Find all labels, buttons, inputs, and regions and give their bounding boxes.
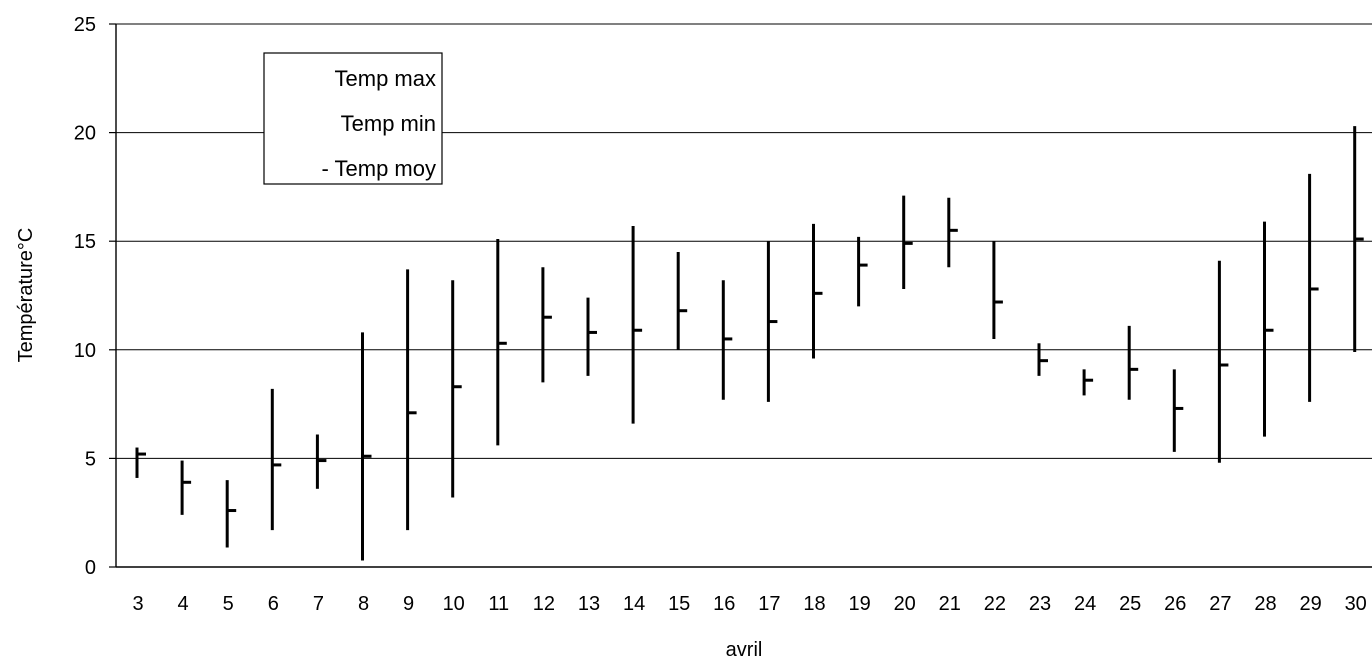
gridlines bbox=[109, 23, 1372, 568]
legend: Temp max Temp min - Temp moy bbox=[263, 52, 443, 185]
x-tick-label: 26 bbox=[1164, 593, 1186, 615]
x-tick-label: 30 bbox=[1345, 593, 1367, 615]
x-tick-label: 19 bbox=[848, 593, 870, 615]
y-tick-label: 0 bbox=[85, 557, 96, 579]
x-tick-label: 11 bbox=[488, 593, 509, 615]
x-tick-labels: 3 4 5 6 7 8 9 10 11 12 13 14 15 16 17 18 19 20 21 22 23 24 25 2… bbox=[132, 593, 1366, 615]
x-tick-label: 20 bbox=[894, 593, 916, 615]
legend-label-min: Temp min bbox=[341, 111, 436, 136]
x-tick-label: 22 bbox=[984, 593, 1006, 615]
x-axis-title: avril bbox=[726, 639, 763, 661]
x-tick-label: 25 bbox=[1119, 593, 1141, 615]
x-tick-label: 24 bbox=[1074, 593, 1096, 615]
x-tick-label: 6 bbox=[268, 593, 279, 615]
x-tick-label: 17 bbox=[758, 593, 780, 615]
x-tick-label: 10 bbox=[443, 593, 465, 615]
legend-box bbox=[263, 52, 443, 185]
x-tick-label: 29 bbox=[1299, 593, 1321, 615]
x-tick-label: 15 bbox=[668, 593, 690, 615]
y-tick-label: 5 bbox=[85, 448, 96, 470]
legend-label-moy: - Temp moy bbox=[321, 156, 436, 181]
x-tick-label: 8 bbox=[358, 593, 369, 615]
x-tick-label: 23 bbox=[1029, 593, 1051, 615]
x-tick-label: 7 bbox=[313, 593, 324, 615]
x-tick-label: 5 bbox=[223, 593, 234, 615]
hi-lo-bars bbox=[135, 126, 1357, 561]
axes bbox=[115, 24, 1372, 568]
mean-markers bbox=[137, 228, 1364, 513]
y-tick-label: 25 bbox=[74, 14, 96, 36]
x-tick-label: 4 bbox=[178, 593, 189, 615]
y-tick-labels: 0 5 10 15 20 25 bbox=[74, 14, 96, 579]
x-tick-label: 14 bbox=[623, 593, 645, 615]
y-tick-label: 10 bbox=[74, 340, 96, 362]
x-tick-label: 21 bbox=[939, 593, 961, 615]
y-tick-label: 15 bbox=[74, 231, 96, 253]
x-tick-label: 28 bbox=[1254, 593, 1276, 615]
x-tick-label: 16 bbox=[713, 593, 735, 615]
x-tick-label: 13 bbox=[578, 593, 600, 615]
x-tick-label: 27 bbox=[1209, 593, 1231, 615]
y-tick-label: 20 bbox=[74, 123, 96, 145]
x-tick-label: 12 bbox=[533, 593, 555, 615]
legend-label-max: Temp max bbox=[335, 66, 436, 91]
x-tick-label: 18 bbox=[803, 593, 825, 615]
x-tick-label: 3 bbox=[132, 593, 143, 615]
x-tick-label: 9 bbox=[403, 593, 414, 615]
y-axis-title: Température°C bbox=[15, 228, 37, 363]
